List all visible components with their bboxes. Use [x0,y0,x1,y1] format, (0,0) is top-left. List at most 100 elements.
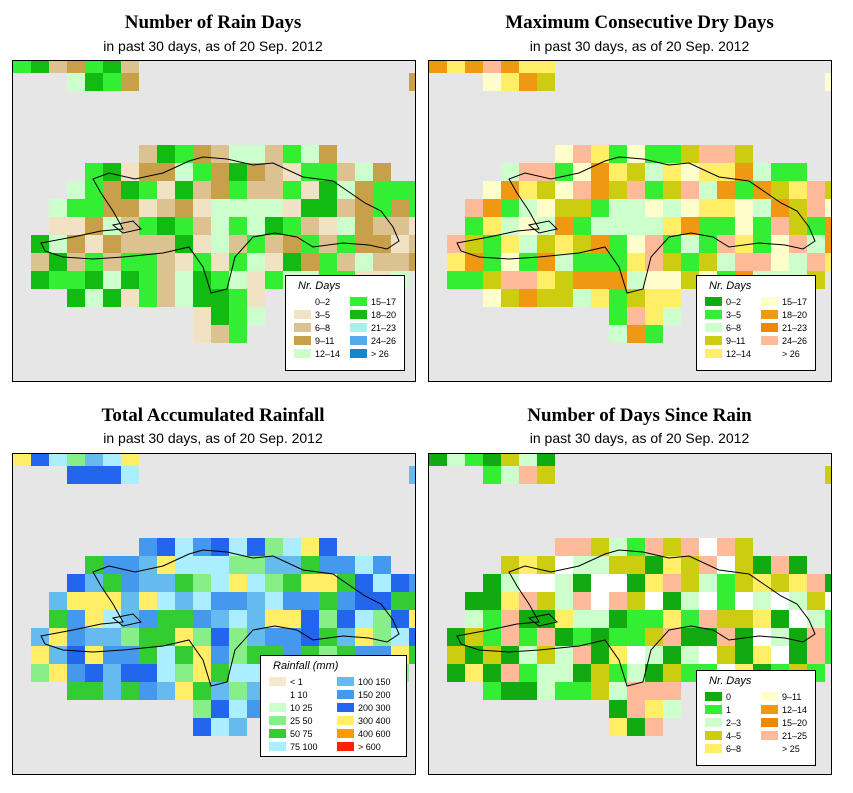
grid-cell [193,682,211,700]
grid-cell [771,610,789,628]
legend-entry: 12–14 [705,348,751,359]
grid-cell [355,610,373,628]
grid-cell [789,574,807,592]
grid-cell [121,664,139,682]
grid-cell [501,253,519,271]
grid-cell [229,199,247,217]
legend-swatch [761,310,778,319]
grid-cell [247,628,265,646]
legend-swatch [350,336,367,345]
grid-cell [555,289,573,307]
grid-cell [447,235,465,253]
legend-entry: > 25 [761,743,800,754]
grid-cell [591,199,609,217]
grid-cell [157,235,175,253]
grid-cell [211,181,229,199]
grid-cell [483,646,501,664]
grid-cell [825,235,831,253]
legend-swatch [294,349,311,358]
grid-cell [67,253,85,271]
grid-cell [121,454,139,466]
grid-cell [681,217,699,235]
legend-swatch [350,323,367,332]
grid-cell [85,466,103,484]
grid-cell [555,538,573,556]
legend-swatch [761,692,778,701]
grid-cell [609,271,627,289]
grid-cell [627,592,645,610]
grid-cell [301,556,319,574]
grid-cell [681,664,699,682]
grid-cell [49,628,67,646]
legend-label: 200 300 [358,702,391,713]
grid-cell [753,592,771,610]
legend-label: 100 150 [358,676,391,687]
grid-cell [681,235,699,253]
grid-cell [373,199,391,217]
grid-cell [31,61,49,73]
grid-cell [537,217,555,235]
legend-label: 4–5 [726,730,742,741]
grid-cell [193,271,211,289]
grid-cell [465,454,483,466]
legend-label: 1 10 [290,689,308,700]
grid-cell [103,628,121,646]
grid-cell [771,199,789,217]
grid-cell [283,181,301,199]
grid-cell [337,163,355,181]
grid-cell [699,217,717,235]
grid-cell [121,682,139,700]
legend-entry: 1 [705,704,731,715]
grid-cell [555,253,573,271]
legend-entry: 9–11 [705,335,745,346]
legend-label: 0–2 [726,296,742,307]
legend-entry: 18–20 [761,309,807,320]
grid-cell [193,145,211,163]
grid-cell [139,556,157,574]
grid-cell [483,271,501,289]
grid-cell [483,289,501,307]
grid-cell [229,163,247,181]
grid-cell [229,592,247,610]
grid-cell [85,574,103,592]
grid-cell [537,289,555,307]
legend-swatch [705,349,722,358]
grid-cell [193,325,211,343]
grid-cell [771,574,789,592]
grid-cell [157,646,175,664]
grid-cell [229,700,247,718]
grid-cell [103,466,121,484]
grid-cell [681,163,699,181]
grid-cell [645,628,663,646]
grid-cell [157,628,175,646]
grid-cell [283,235,301,253]
grid-cell [247,217,265,235]
grid-cell [193,289,211,307]
panel-subtitle: in past 30 days, as of 20 Sep. 2012 [529,430,750,446]
grid-cell [85,664,103,682]
grid-cell [391,610,409,628]
legend-entry: 100 150 [337,676,391,687]
grid-cell [627,199,645,217]
legend-entry: 24–26 [761,335,807,346]
grid-cell [681,538,699,556]
legend-swatch [350,297,367,306]
panel-title: Number of Days Since Rain [527,405,752,426]
grid-cell [103,235,121,253]
grid-cell [717,592,735,610]
grid-cell [121,253,139,271]
grid-cell [753,556,771,574]
grid-cell [121,181,139,199]
grid-cell [519,253,537,271]
grid-cell [537,454,555,466]
grid-cell [681,592,699,610]
grid-cell [717,253,735,271]
grid-cell [283,628,301,646]
legend-swatch [705,297,722,306]
grid-cell [175,235,193,253]
grid-cell [121,271,139,289]
grid-cell [645,700,663,718]
grid-cell [681,181,699,199]
grid-cell [681,610,699,628]
grid-cell [699,253,717,271]
